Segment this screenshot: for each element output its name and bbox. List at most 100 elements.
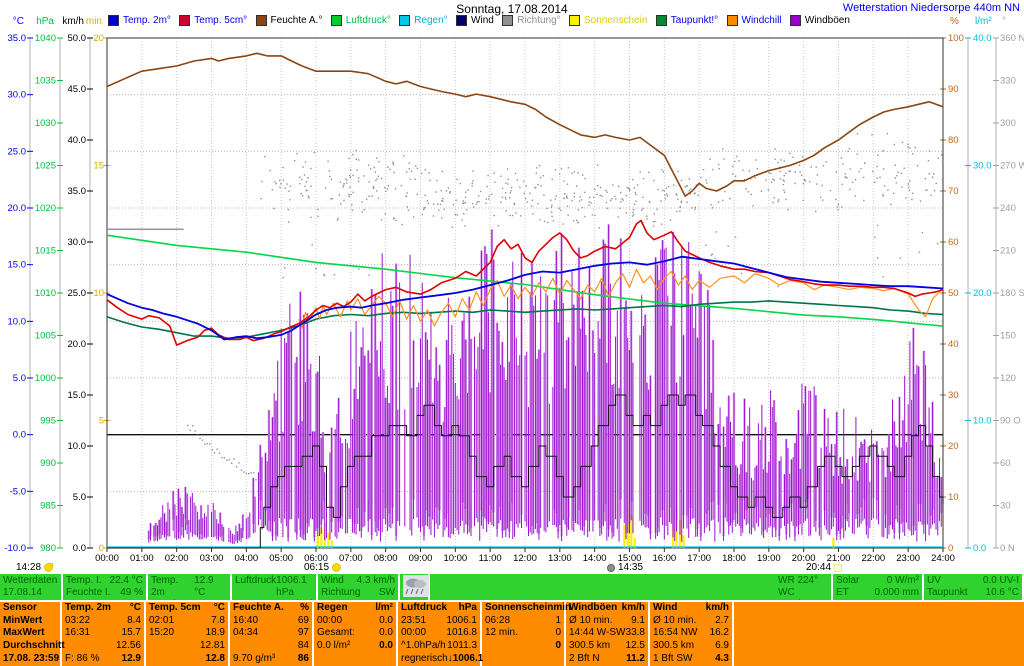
direction-dot bbox=[577, 222, 578, 223]
direction-dot bbox=[700, 177, 701, 178]
direction-dot bbox=[564, 193, 565, 194]
row-label: MinWert bbox=[3, 615, 57, 628]
direction-dot bbox=[532, 200, 533, 201]
direction-dot bbox=[842, 163, 843, 164]
direction-dot bbox=[199, 438, 200, 439]
axis-tick-label: 30.0 bbox=[973, 161, 992, 172]
direction-dot bbox=[605, 190, 606, 191]
direction-dot bbox=[787, 209, 788, 210]
cell-value: 0 bbox=[555, 627, 561, 640]
direction-dot bbox=[477, 201, 478, 202]
table-column-sonnenschein: Sonnenscheinmin06:28112 min.00 bbox=[482, 602, 566, 666]
direction-dot bbox=[718, 164, 719, 165]
direction-dot bbox=[883, 195, 884, 196]
status-value: SW bbox=[379, 587, 395, 599]
direction-dot bbox=[841, 206, 842, 207]
status-label: UV bbox=[927, 575, 941, 587]
direction-dot bbox=[274, 181, 275, 182]
axis-tick-label: 300 bbox=[1000, 118, 1016, 129]
x-tick-label: 19:00 bbox=[757, 553, 781, 564]
axis-tick-label: 45.0 bbox=[68, 84, 87, 95]
status-row: Temp. 2m12.9 °C bbox=[151, 575, 227, 599]
direction-dot bbox=[815, 211, 816, 212]
moon-icon bbox=[44, 563, 53, 572]
status-value: 0.000 mm bbox=[875, 587, 919, 599]
direction-dot bbox=[204, 444, 205, 445]
direction-dot bbox=[621, 198, 622, 199]
direction-dot bbox=[882, 194, 883, 195]
direction-dot bbox=[207, 443, 208, 444]
x-tick-label: 08:00 bbox=[374, 553, 398, 564]
direction-dot bbox=[686, 185, 687, 186]
direction-dot bbox=[657, 189, 658, 190]
table-cell-row: 16:4069 bbox=[233, 615, 309, 628]
cell-text: 300.5 km bbox=[653, 640, 694, 653]
direction-dot bbox=[241, 470, 242, 471]
direction-dot bbox=[864, 162, 865, 163]
direction-dot bbox=[666, 193, 667, 194]
axis-tick-label: 30 bbox=[948, 390, 959, 401]
cell-text: 9.70 g/m³ bbox=[233, 653, 275, 666]
direction-dot bbox=[615, 198, 616, 199]
direction-dot bbox=[871, 134, 872, 135]
cell-value: 12.56 bbox=[116, 640, 141, 653]
direction-dot bbox=[229, 459, 230, 460]
direction-dot bbox=[757, 168, 758, 169]
direction-dot bbox=[505, 198, 506, 199]
direction-dot bbox=[661, 223, 662, 224]
direction-dot bbox=[308, 197, 309, 198]
direction-dot bbox=[930, 194, 931, 195]
direction-dot bbox=[491, 193, 492, 194]
direction-dot bbox=[667, 195, 668, 196]
axis-tick-label: 15.0 bbox=[68, 390, 87, 401]
direction-dot bbox=[837, 209, 838, 210]
table-cell-row: 0.0 l/m²0.0 bbox=[317, 640, 393, 653]
direction-dot bbox=[670, 219, 671, 220]
axis-tick-label: 40.0 bbox=[973, 33, 992, 44]
table-cell-row: 04:3497 bbox=[233, 627, 309, 640]
direction-dot bbox=[467, 189, 468, 190]
direction-dot bbox=[846, 177, 847, 178]
direction-dot bbox=[352, 175, 353, 176]
direction-dot bbox=[789, 153, 790, 154]
direction-dot bbox=[849, 189, 850, 190]
direction-dot bbox=[849, 168, 850, 169]
axis-unit-label: km/h bbox=[62, 16, 84, 27]
direction-dot bbox=[619, 208, 620, 209]
direction-dot bbox=[941, 154, 942, 155]
direction-dot bbox=[780, 159, 781, 160]
direction-dot bbox=[863, 200, 864, 201]
axis-tick-label: 15 bbox=[93, 161, 104, 172]
direction-dot bbox=[649, 201, 650, 202]
direction-dot bbox=[216, 449, 217, 450]
direction-dot bbox=[912, 153, 913, 154]
cell-value: 6.9 bbox=[715, 640, 729, 653]
direction-dot bbox=[882, 150, 883, 151]
direction-dot bbox=[539, 165, 540, 166]
direction-dot bbox=[519, 186, 520, 187]
status-text: Wetterdaten bbox=[3, 575, 58, 587]
direction-dot bbox=[584, 216, 585, 217]
direction-dot bbox=[694, 192, 695, 193]
direction-dot bbox=[448, 188, 449, 189]
direction-dot bbox=[485, 203, 486, 204]
cell-value: 1011.3 bbox=[447, 640, 477, 653]
direction-dot bbox=[352, 154, 353, 155]
direction-dot bbox=[635, 194, 636, 195]
direction-dot bbox=[282, 277, 283, 278]
x-tick-label: 13:00 bbox=[548, 553, 572, 564]
direction-dot bbox=[909, 147, 910, 148]
direction-dot bbox=[343, 183, 344, 184]
direction-dot bbox=[286, 183, 287, 184]
direction-dot bbox=[830, 190, 831, 191]
column-header: Feuchte A.% bbox=[233, 602, 309, 615]
axis-tick-label: 25.0 bbox=[68, 288, 87, 299]
direction-dot bbox=[438, 209, 439, 210]
direction-dot bbox=[373, 188, 374, 189]
direction-dot bbox=[563, 180, 564, 181]
cell-text: 2 Bft N bbox=[569, 653, 600, 666]
direction-dot bbox=[523, 181, 524, 182]
cell-value: 1 bbox=[555, 615, 561, 628]
direction-dot bbox=[900, 257, 901, 258]
table-column-temp-5cm: Temp. 5cm°C02:017.815:2018.912.8112.8 bbox=[146, 602, 230, 666]
